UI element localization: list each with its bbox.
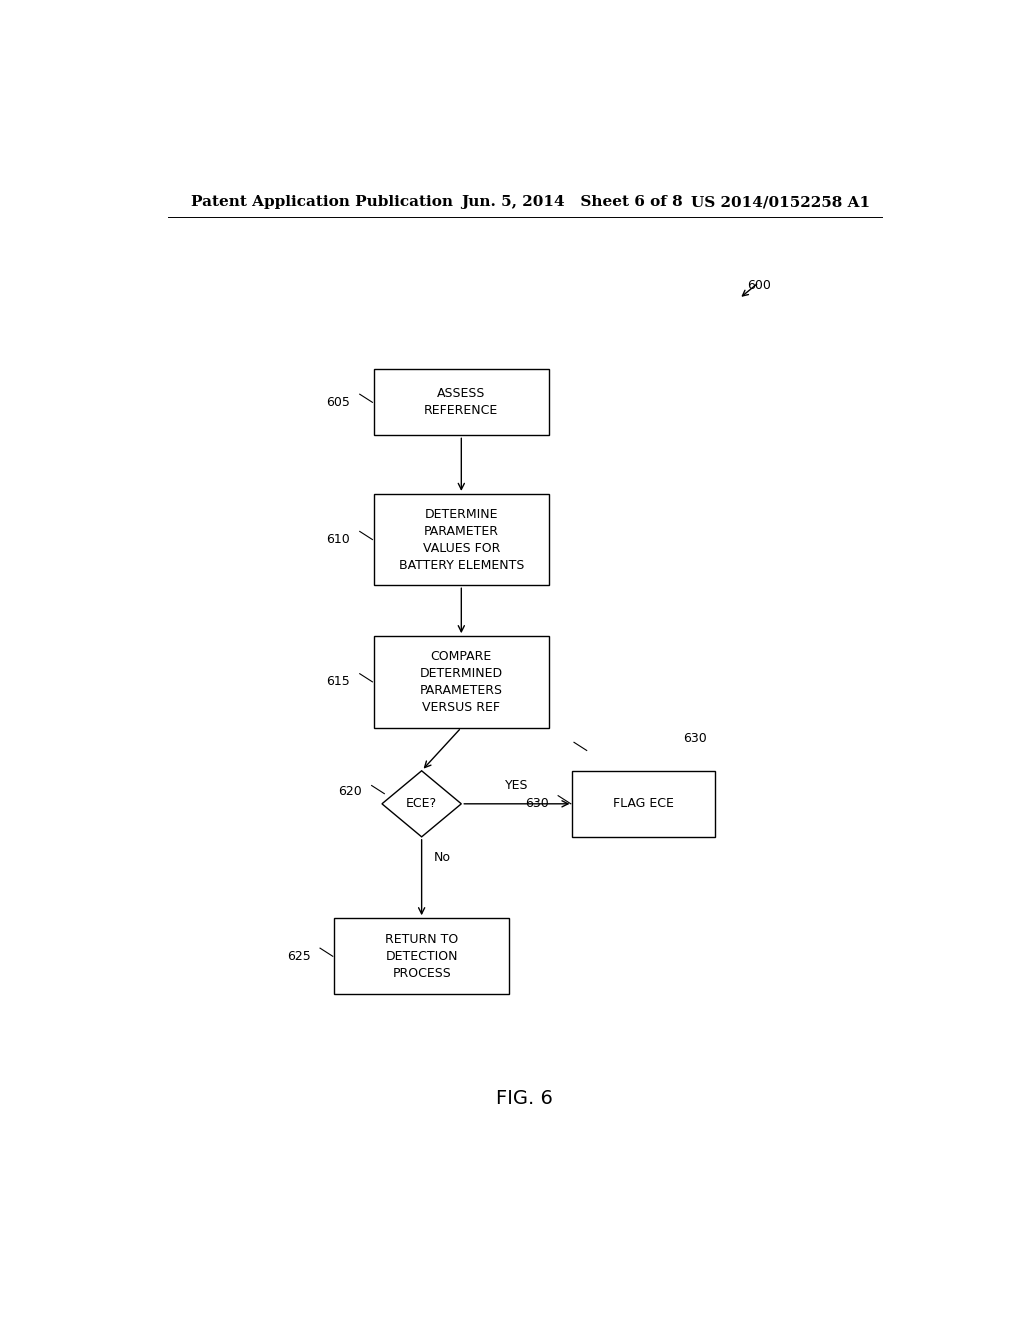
Bar <box>374 494 549 585</box>
Text: 615: 615 <box>327 676 350 688</box>
Text: FIG. 6: FIG. 6 <box>497 1089 553 1107</box>
Polygon shape <box>382 771 461 837</box>
Text: ASSESS
REFERENCE: ASSESS REFERENCE <box>424 387 499 417</box>
Bar <box>374 370 549 436</box>
Text: FLAG ECE: FLAG ECE <box>613 797 674 810</box>
Text: YES: YES <box>505 779 528 792</box>
Text: ECE?: ECE? <box>407 797 437 810</box>
Bar <box>374 636 549 727</box>
Text: COMPARE
DETERMINED
PARAMETERS
VERSUS REF: COMPARE DETERMINED PARAMETERS VERSUS REF <box>420 649 503 714</box>
Text: 610: 610 <box>327 533 350 546</box>
Text: 600: 600 <box>748 279 771 292</box>
Text: DETERMINE
PARAMETER
VALUES FOR
BATTERY ELEMENTS: DETERMINE PARAMETER VALUES FOR BATTERY E… <box>398 508 524 572</box>
Bar <box>572 771 715 837</box>
Text: Patent Application Publication: Patent Application Publication <box>191 195 454 209</box>
Text: 625: 625 <box>287 950 310 962</box>
Text: No: No <box>433 850 451 863</box>
Text: 630: 630 <box>684 733 708 746</box>
Text: Jun. 5, 2014   Sheet 6 of 8: Jun. 5, 2014 Sheet 6 of 8 <box>461 195 683 209</box>
Text: US 2014/0152258 A1: US 2014/0152258 A1 <box>691 195 870 209</box>
Text: 620: 620 <box>338 785 362 799</box>
Bar <box>334 919 509 994</box>
Text: RETURN TO
DETECTION
PROCESS: RETURN TO DETECTION PROCESS <box>385 933 459 979</box>
Text: 605: 605 <box>327 396 350 409</box>
Text: 630: 630 <box>525 797 549 810</box>
